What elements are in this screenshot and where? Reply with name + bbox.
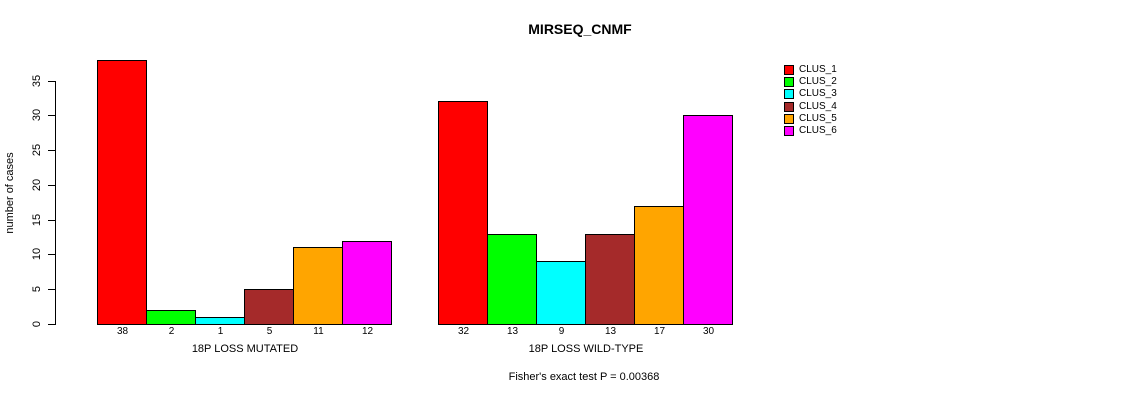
bar-clus_1-group2 bbox=[438, 101, 488, 325]
bar-value-label: 13 bbox=[506, 326, 519, 337]
legend-item: CLUS_3 bbox=[784, 88, 837, 100]
legend-item: CLUS_2 bbox=[784, 76, 837, 88]
bar-clus_1-group1 bbox=[97, 60, 147, 325]
y-tick-mark bbox=[48, 150, 55, 152]
legend-swatch bbox=[784, 101, 794, 112]
y-tick-mark bbox=[48, 324, 55, 325]
legend-item: CLUS_1 bbox=[784, 64, 837, 76]
bar-value-label: 2 bbox=[168, 326, 175, 337]
legend-item: CLUS_5 bbox=[784, 113, 837, 125]
bar-value-label: 30 bbox=[702, 326, 715, 337]
y-tick-mark bbox=[48, 254, 55, 256]
legend-swatch bbox=[784, 113, 794, 124]
y-tick-label: 30 bbox=[31, 109, 43, 122]
y-tick-label: 10 bbox=[31, 248, 43, 261]
y-tick-label: 5 bbox=[31, 286, 43, 293]
bar-value-label: 5 bbox=[266, 326, 273, 337]
legend-item-label: CLUS_3 bbox=[799, 88, 837, 100]
legend-swatch bbox=[784, 65, 794, 76]
bar-value-label: 9 bbox=[558, 326, 565, 337]
bar-clus_4-group2 bbox=[585, 234, 635, 325]
y-tick-label: 25 bbox=[31, 144, 43, 157]
bar-value-label: 12 bbox=[361, 326, 374, 337]
legend-item-label: CLUS_6 bbox=[799, 125, 837, 137]
y-axis-line bbox=[55, 80, 56, 325]
y-tick-mark bbox=[48, 289, 55, 291]
group-label: 18P LOSS WILD-TYPE bbox=[528, 343, 644, 355]
bar-clus_5-group2 bbox=[634, 206, 684, 325]
group-label: 18P LOSS MUTATED bbox=[191, 343, 299, 355]
bar-clus_3-group2 bbox=[536, 261, 586, 325]
legend-item-label: CLUS_5 bbox=[799, 112, 837, 124]
y-tick-label: 35 bbox=[31, 74, 43, 87]
y-tick-mark bbox=[48, 219, 55, 221]
bar-value-label: 1 bbox=[217, 326, 224, 337]
bar-clus_2-group1 bbox=[146, 310, 196, 325]
y-tick-label: 20 bbox=[31, 178, 43, 192]
bar-value-label: 11 bbox=[313, 326, 324, 337]
legend-item: CLUS_6 bbox=[784, 125, 837, 137]
legend-item-label: CLUS_2 bbox=[799, 76, 837, 88]
bar-clus_6-group2 bbox=[683, 115, 733, 325]
legend-swatch bbox=[784, 89, 794, 100]
legend-item: CLUS_4 bbox=[784, 101, 837, 113]
footer-annotation: Fisher's exact test P = 0.00368 bbox=[508, 371, 660, 383]
y-tick-label: 0 bbox=[31, 320, 43, 328]
bar-value-label: 32 bbox=[457, 326, 470, 337]
legend-item-label: CLUS_1 bbox=[799, 64, 837, 76]
legend-swatch bbox=[784, 77, 794, 88]
legend-swatch bbox=[784, 126, 794, 137]
bar-value-label: 13 bbox=[604, 326, 617, 337]
y-axis-label: number of cases bbox=[4, 152, 16, 234]
bar-clus_6-group1 bbox=[342, 241, 392, 325]
legend-item-label: CLUS_4 bbox=[799, 100, 837, 112]
y-tick-mark bbox=[48, 80, 55, 82]
bar-clus_3-group1 bbox=[195, 317, 245, 325]
legend: CLUS_1 CLUS_2 CLUS_3 CLUS_4 CLUS_5 CLUS_6 bbox=[784, 64, 837, 137]
y-tick-mark bbox=[48, 184, 55, 186]
bar-clus_4-group1 bbox=[244, 289, 294, 325]
y-tick-mark bbox=[48, 115, 55, 117]
bar-value-label: 38 bbox=[116, 326, 129, 337]
bar-value-label: 17 bbox=[653, 326, 666, 337]
bar-clus_2-group2 bbox=[487, 234, 537, 325]
y-tick-label: 15 bbox=[31, 213, 43, 226]
chart-title: MIRSEQ_CNMF bbox=[528, 21, 632, 37]
bar-clus_5-group1 bbox=[293, 247, 343, 325]
